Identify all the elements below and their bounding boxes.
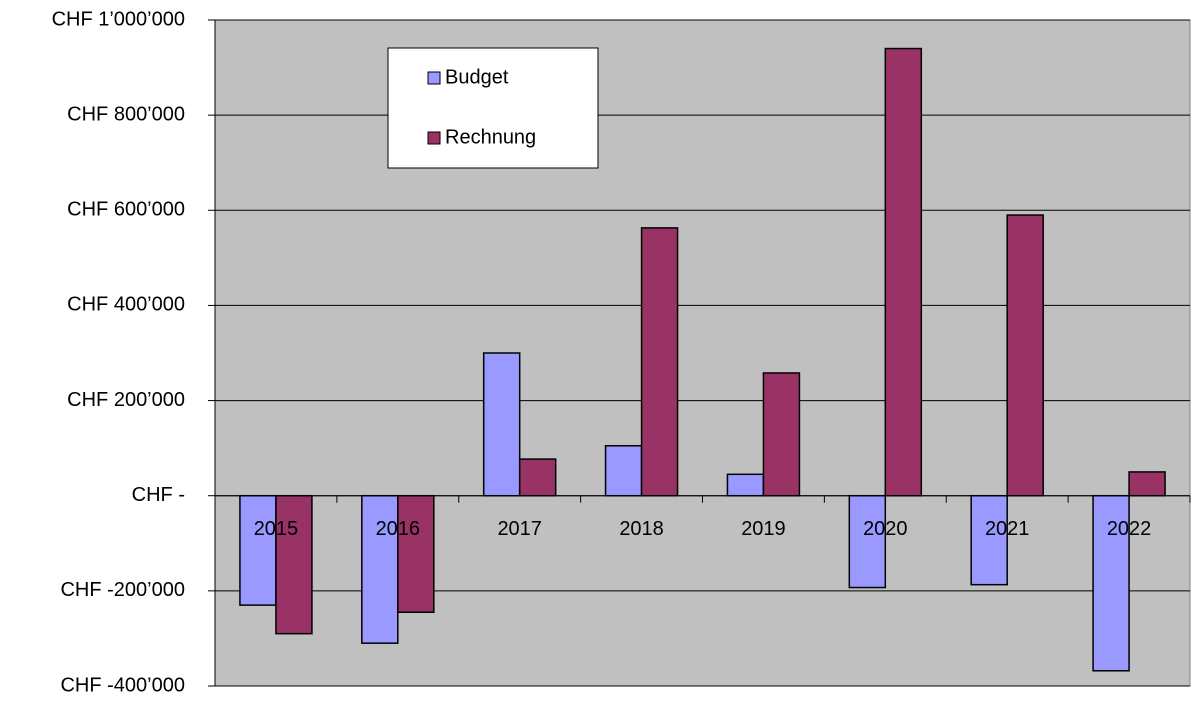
- y-tick-label: CHF -200’000: [60, 579, 185, 601]
- legend-label: Budget: [445, 66, 509, 88]
- bar: [1128, 471, 1166, 497]
- y-tick-label: CHF 600’000: [67, 199, 185, 221]
- x-tick-label: 2021: [985, 518, 1030, 540]
- bar: [518, 458, 557, 497]
- x-tick-label: 2017: [497, 518, 542, 540]
- bar: [239, 494, 277, 606]
- x-tick-label: 2019: [741, 518, 786, 540]
- x-tick-label: 2018: [619, 518, 664, 540]
- bar: [884, 47, 923, 497]
- legend-label: Rechnung: [445, 126, 536, 148]
- legend-swatch: [427, 131, 441, 145]
- bar: [604, 445, 643, 497]
- bar: [482, 352, 521, 497]
- bar: [762, 372, 801, 497]
- bar: [640, 227, 679, 497]
- y-tick-label: CHF 400’000: [67, 294, 185, 316]
- y-tick-label: CHF -400’000: [60, 674, 185, 696]
- bar: [1092, 494, 1130, 672]
- x-tick-label: 2020: [863, 518, 908, 540]
- legend-box: [387, 47, 599, 169]
- bar: [275, 494, 313, 635]
- bar: [970, 494, 1008, 586]
- bar: [726, 473, 765, 497]
- x-tick-label: 2016: [376, 518, 421, 540]
- bar: [397, 494, 435, 614]
- legend-swatch: [427, 71, 441, 85]
- y-tick-label: CHF 800’000: [67, 103, 185, 125]
- y-tick-label: CHF 1’000’000: [52, 8, 185, 30]
- x-tick-label: 2015: [254, 518, 299, 540]
- y-tick-label: CHF -: [132, 484, 185, 506]
- y-tick-label: CHF 200’000: [67, 389, 185, 411]
- bar: [848, 494, 887, 589]
- x-tick-label: 2022: [1107, 518, 1152, 540]
- bar: [1006, 214, 1044, 497]
